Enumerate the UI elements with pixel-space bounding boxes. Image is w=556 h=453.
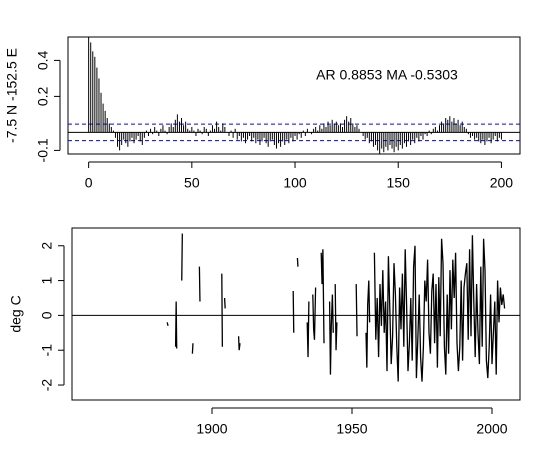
plot-frame — [71, 227, 521, 401]
y-tick-label: 0.4 — [35, 50, 51, 70]
x-tick-label: 200 — [490, 175, 514, 191]
panel: 0 50 100 150 200 -0.1 0.2 0.4 -7.5 N -152.5 E AR … — [4, 36, 521, 191]
x-tick-label: 50 — [184, 175, 200, 191]
y-tick-label: 1 — [39, 276, 55, 284]
x-tick-label: 150 — [387, 175, 411, 191]
plot-frame — [67, 36, 521, 155]
y-tick-label: 2 — [39, 242, 55, 250]
plot-area — [72, 233, 520, 382]
y-tick-label: -0.1 — [35, 138, 51, 162]
y-tick-label: 0 — [39, 311, 55, 319]
x-tick-label: 1950 — [336, 421, 367, 437]
y-axis-label: deg C — [8, 295, 24, 332]
x-tick-label: 2000 — [476, 421, 507, 437]
y-axis-label: -7.5 N -152.5 E — [4, 48, 20, 143]
series-line — [166, 233, 506, 382]
y-tick-label: -2 — [39, 379, 55, 392]
panel: 1900 1950 2000 -2 -1 0 1 2 deg C — [8, 227, 521, 437]
x-tick-label: 0 — [85, 175, 93, 191]
y-tick-label: 0.2 — [35, 86, 51, 106]
x-tick-label: 1900 — [196, 421, 227, 437]
annotation: AR 0.8853 MA -0.5303 — [316, 67, 458, 83]
plot-area — [68, 37, 520, 154]
y-tick-label: -1 — [39, 344, 55, 357]
x-tick-label: 100 — [283, 175, 307, 191]
